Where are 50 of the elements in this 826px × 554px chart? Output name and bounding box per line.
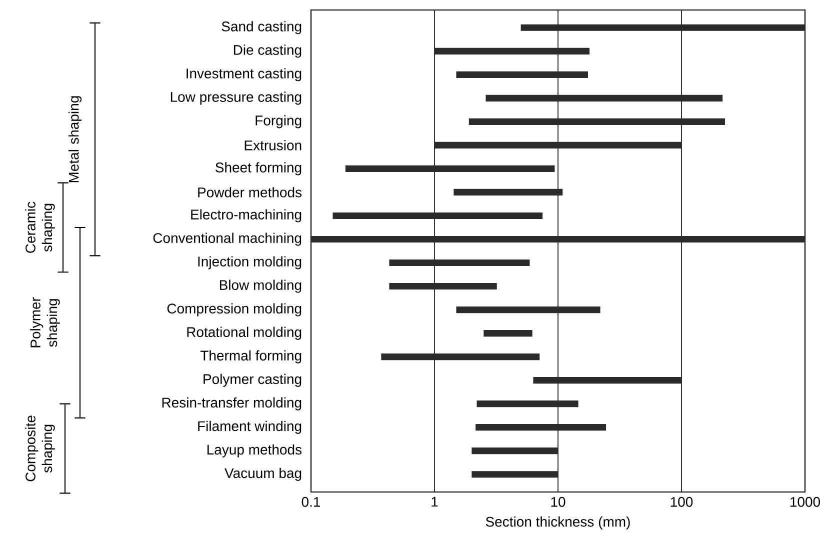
text: Metal shaping <box>68 96 82 182</box>
text: Ceramic shaping <box>25 202 55 253</box>
x-tick-label: 1 <box>432 496 438 507</box>
y-tick-label: Investment casting <box>186 68 302 82</box>
y-tick-label: Injection molding <box>198 256 302 270</box>
y-tick-label: Thermal forming <box>200 350 302 364</box>
text: Composite shaping <box>25 416 55 482</box>
bar <box>476 400 578 408</box>
bar <box>484 330 532 337</box>
y-tick-label: Die casting <box>234 44 302 58</box>
x-axis-title: Section thickness (mm) <box>486 516 630 530</box>
text: Polymer shaping <box>30 297 60 348</box>
bar <box>381 354 540 360</box>
y-tick-label: Extrusion <box>244 140 302 150</box>
bar <box>468 118 725 125</box>
bar <box>533 377 682 384</box>
x-tick-label: 1000 <box>790 496 820 507</box>
x-tick-label: 10 <box>551 496 566 507</box>
bar <box>472 448 558 454</box>
y-tick-label: Rotational molding <box>187 326 302 340</box>
bar <box>389 282 497 290</box>
bar <box>456 71 588 78</box>
bar <box>472 471 558 478</box>
x-tick-label: 0.1 <box>302 496 320 507</box>
y-tick-label: Conventional machining <box>153 232 302 246</box>
y-tick-label: Blow molding <box>220 280 302 293</box>
y-tick-label: Sheet forming <box>216 162 302 176</box>
bar <box>520 24 805 31</box>
y-tick-label: Low pressure casting <box>170 92 302 105</box>
bar <box>456 306 600 314</box>
bar <box>332 212 543 220</box>
bar <box>311 236 805 243</box>
y-tick-label: Polymer casting <box>204 374 302 387</box>
bar <box>486 94 723 102</box>
bar <box>454 188 563 196</box>
bar <box>434 142 682 148</box>
bar <box>389 259 530 266</box>
x-tick-label: 100 <box>670 496 693 507</box>
y-tick-label: Layup methods <box>207 444 302 458</box>
y-tick-label: Powder methods <box>198 187 302 198</box>
y-tick-label: Resin-transfer molding <box>162 397 302 410</box>
bar <box>434 48 590 54</box>
y-tick-label: Filament winding <box>198 420 302 434</box>
y-tick-label: Sand casting <box>222 21 302 34</box>
bar <box>345 165 555 172</box>
y-tick-label: Vacuum bag <box>224 468 302 481</box>
bar <box>476 424 606 431</box>
y-tick-label: Forging <box>256 115 302 128</box>
y-tick-label: Electro-machining <box>191 209 302 222</box>
y-tick-label: Compression molding <box>167 303 302 316</box>
